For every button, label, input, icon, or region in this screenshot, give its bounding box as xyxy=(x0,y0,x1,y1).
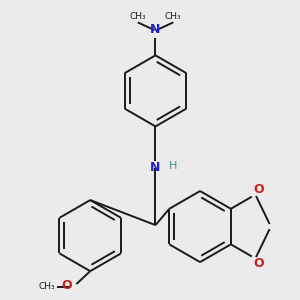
Text: CH₃: CH₃ xyxy=(39,282,55,291)
Text: O: O xyxy=(62,279,73,292)
Text: O: O xyxy=(254,257,264,270)
Text: CH₃: CH₃ xyxy=(129,12,146,21)
Text: H: H xyxy=(169,161,177,171)
Text: O: O xyxy=(254,183,264,196)
Text: N: N xyxy=(150,161,161,174)
Text: N: N xyxy=(150,23,161,36)
Text: CH₃: CH₃ xyxy=(165,12,181,21)
